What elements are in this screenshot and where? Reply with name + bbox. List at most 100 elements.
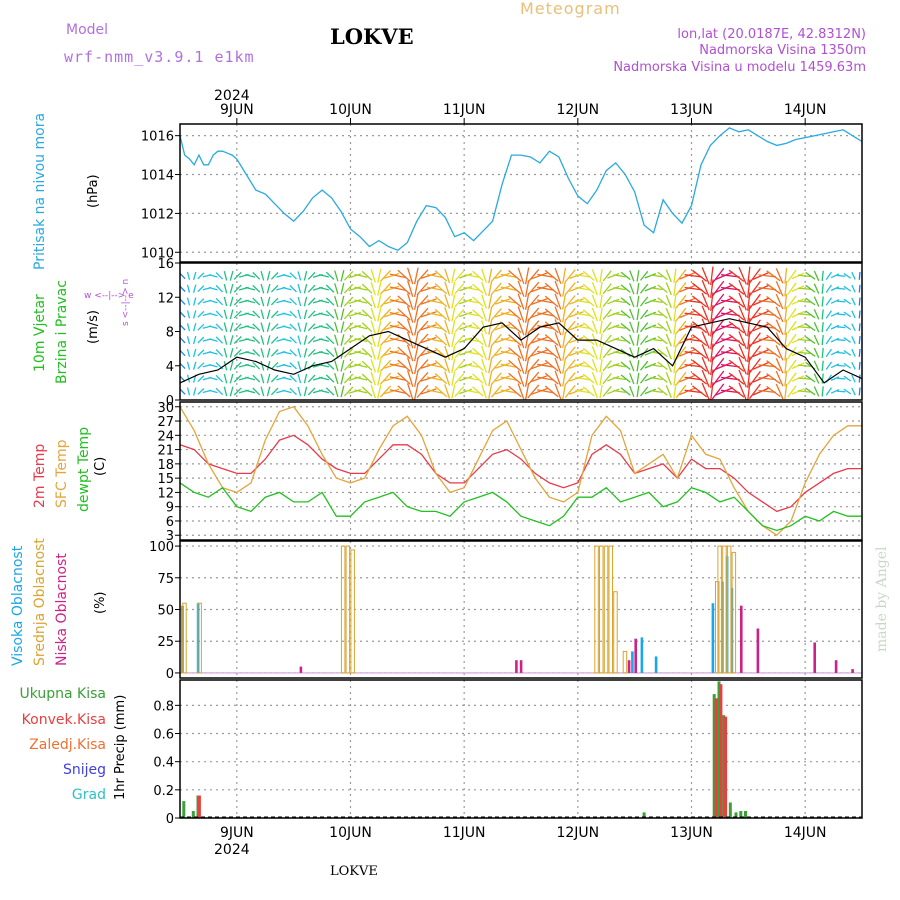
wind-arrow — [692, 334, 708, 347]
wind-arrow — [397, 269, 411, 282]
wind-arrow — [500, 312, 517, 317]
wind-arrow — [591, 358, 599, 373]
wind-arrow — [851, 348, 856, 357]
wind-arrow — [836, 339, 846, 342]
bottom-day-label: 9JUN — [220, 825, 254, 841]
wind-arrow — [282, 325, 292, 330]
wind-arrow — [282, 376, 292, 381]
wind-arrow — [413, 357, 419, 375]
wind-arrow — [297, 271, 302, 281]
wind-arrow — [644, 350, 657, 356]
cloud-mid-bar — [722, 545, 727, 674]
wind-arrow — [766, 373, 781, 385]
wind-arrow — [787, 372, 797, 385]
wind-arrow — [208, 376, 218, 381]
wind-arrow — [406, 344, 414, 362]
y-tick-label: 4 — [166, 360, 174, 375]
wind-arrow — [229, 335, 234, 345]
wind-arrow — [602, 385, 612, 397]
wind-arrow — [537, 299, 555, 304]
wind-arrow — [406, 370, 414, 387]
wind-arrow — [554, 293, 562, 310]
wind-arrow — [420, 311, 437, 318]
wind-arrow — [343, 335, 354, 345]
wind-arrow — [602, 308, 612, 320]
wind-arrow — [208, 351, 218, 355]
wind-arrow — [830, 273, 840, 279]
wind-arrow — [270, 323, 279, 332]
wind-arrow — [215, 297, 224, 306]
wind-arrow — [562, 267, 567, 284]
wind-arrow — [289, 349, 297, 357]
wind-arrow — [472, 283, 484, 294]
wind-arrow — [348, 350, 361, 356]
wind-arrow — [229, 373, 234, 384]
wind-arrow — [500, 350, 517, 356]
wind-arrow — [426, 312, 443, 317]
cloud-low-bar — [851, 669, 854, 673]
wind-arrow — [384, 272, 400, 279]
wind-arrow — [303, 283, 308, 294]
wind-arrow — [607, 388, 620, 395]
precip-total-bar — [191, 811, 195, 818]
wind-arrow — [229, 270, 234, 281]
wind-arrow — [444, 332, 451, 348]
wind-arrow — [361, 309, 373, 320]
cloud-high-bar — [640, 637, 644, 673]
wind-arrow — [679, 336, 696, 344]
wind-arrow — [508, 385, 522, 398]
wind-arrow — [673, 384, 677, 399]
wind-arrow — [245, 312, 256, 317]
wind-arrow — [361, 360, 373, 371]
wind-arrow — [197, 323, 205, 331]
wind-arrow — [517, 319, 525, 336]
wind-arrow — [192, 387, 197, 396]
wind-arrow — [843, 298, 852, 305]
wind-arrow — [307, 297, 316, 306]
wind-arrow — [607, 272, 620, 279]
wind-arrow — [197, 310, 205, 318]
wind-arrow — [197, 349, 205, 357]
wind-arrow — [192, 361, 197, 370]
wind-arrow — [325, 374, 335, 383]
y-tick-label: 27 — [157, 415, 174, 430]
wind-arrow — [758, 376, 776, 381]
wind-arrow — [836, 390, 846, 393]
wind-arrow — [481, 268, 488, 283]
wind-arrow — [266, 322, 271, 332]
wind-arrow — [527, 345, 540, 360]
pressure-unit-label: (hPa) — [86, 174, 101, 208]
wind-arrow — [348, 273, 361, 279]
wind-arrow — [692, 372, 708, 385]
wind-arrow — [260, 335, 265, 345]
wind-arrow — [297, 309, 302, 320]
bottom-day-label: 12JUN — [556, 825, 599, 841]
top-day-label: 11JUN — [443, 102, 486, 118]
wind-arrow — [270, 310, 279, 319]
wind-arrow — [472, 270, 484, 281]
wind-arrow — [361, 386, 373, 397]
wind-arrow — [805, 310, 816, 319]
wind-arrow — [384, 285, 400, 292]
wind-arrow — [797, 390, 811, 393]
wind-arrow — [500, 299, 517, 304]
wind-arrow — [821, 347, 824, 358]
wind-arrow — [858, 271, 861, 280]
wind-arrow — [223, 309, 228, 320]
wind-arrow — [825, 348, 833, 358]
wind-legend-arrow-h: w <--|--> e — [84, 291, 134, 301]
wind-arrow — [377, 345, 382, 360]
wind-arrow — [805, 323, 816, 332]
wind-arrow — [569, 388, 584, 395]
wind-arrow — [354, 389, 368, 394]
wind-arrow — [715, 284, 734, 293]
wind-arrow — [591, 269, 599, 283]
wind-arrow — [303, 348, 308, 358]
wind-arrow — [858, 297, 861, 306]
wind-arrow — [197, 272, 205, 280]
wind-arrow — [748, 268, 761, 284]
wind-arrow — [343, 360, 354, 371]
wind-arrow — [650, 389, 663, 393]
wind-arrow — [805, 387, 816, 396]
wind-arrow — [208, 338, 218, 342]
